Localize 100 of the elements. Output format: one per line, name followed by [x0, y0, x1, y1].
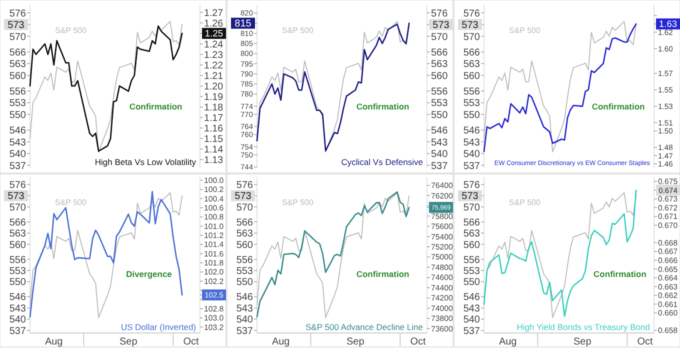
- y-tick-label: 570: [236, 202, 254, 214]
- y2-tick-label: 1.20: [204, 81, 224, 92]
- y-tick-label: 543: [9, 137, 26, 148]
- y2-tick-label: 573: [432, 20, 450, 32]
- y-tick-label: 550: [9, 277, 26, 288]
- y-tick-label: 537: [236, 326, 254, 337]
- y2-tick-label: 1.14: [204, 144, 224, 156]
- y-tick-label: 556: [9, 86, 26, 98]
- text: S&P 500: [509, 198, 541, 207]
- y-tick-label: 546: [463, 126, 480, 137]
- y2-tick-label: 1.24: [204, 39, 224, 50]
- y-tick-label: 550: [463, 277, 480, 288]
- y-tick-label: 543: [9, 303, 26, 314]
- series-label: High Beta Vs Low Volatility: [94, 157, 197, 167]
- y-tick-label: 563: [9, 228, 26, 240]
- y2-tick-label: 1.63: [658, 19, 678, 30]
- text: S&P 500: [282, 26, 314, 35]
- y-tick-label: 537: [463, 326, 480, 337]
- y2-tick-label: 560: [431, 70, 448, 82]
- y-tick-label: 563: [463, 228, 480, 240]
- x-tick-label: Oct: [410, 336, 426, 348]
- y-tick-label: 553: [9, 98, 26, 110]
- y-tick-label: 546: [236, 292, 254, 304]
- annotation: Confirmation: [594, 268, 646, 279]
- y-tick-label: 553: [9, 266, 26, 278]
- y-tick-label: 576: [463, 8, 480, 20]
- y-tick-label: 556: [236, 254, 254, 266]
- y-tick-label: 553: [236, 266, 254, 278]
- series-label: Cyclical Vs Defensive: [341, 157, 424, 167]
- text: S&P 500: [282, 198, 314, 207]
- annotation: Confirmation: [129, 101, 182, 112]
- y-tick-label: 560: [9, 240, 26, 251]
- y-tick-label: 563: [9, 59, 26, 70]
- y-tick-label: 576: [9, 8, 26, 20]
- y-tick-label: 540: [236, 314, 254, 326]
- y-tick-label: 566: [463, 47, 480, 58]
- y-tick-label: 556: [463, 254, 480, 266]
- y-tick-label: 540: [9, 149, 26, 160]
- y2-tick-label: 566: [431, 47, 448, 58]
- y-tick-label: 553: [463, 266, 480, 278]
- y-tick-label: 543: [236, 303, 254, 314]
- y-tick-label: 566: [9, 47, 26, 58]
- y2-tick-label: 1.22: [204, 60, 224, 72]
- y-tick-label: 570: [463, 32, 480, 43]
- y-tick-label: 540: [463, 314, 480, 326]
- text: S&P 500 Advance Decline Line: [305, 322, 424, 332]
- y2-tick-label: 563: [431, 59, 448, 70]
- annotation: Confirmation: [356, 101, 410, 112]
- annotation: Confirmation: [356, 268, 410, 279]
- y-tick-label: 543: [463, 303, 480, 314]
- y2-tick-label: 1.27: [204, 8, 224, 19]
- y-tick-label: 556: [463, 86, 480, 98]
- text: US Dollar (Inverted): [120, 322, 196, 332]
- y-tick-label: 566: [463, 217, 480, 228]
- y2-tick-label: 540: [431, 149, 448, 160]
- y2-tick-label: 1.25: [204, 28, 224, 39]
- annotation: Confirmation: [592, 101, 645, 112]
- x-tick-label: Sep: [574, 336, 592, 348]
- y2-tick-label: 1.17: [204, 112, 224, 124]
- y-tick-label: 576: [9, 180, 26, 191]
- y-tick-label: 573: [462, 191, 479, 202]
- y-tick-label: 540: [9, 314, 26, 326]
- x-tick-label: Oct: [183, 336, 200, 348]
- y-tick-label: 556: [9, 254, 26, 266]
- y-tick-label: 563: [236, 228, 254, 240]
- y-tick-label: 540: [463, 149, 480, 160]
- y-tick-label: 553: [463, 98, 480, 110]
- y-tick-label: 573: [8, 191, 25, 202]
- y-tick-label: 537: [9, 326, 26, 337]
- y2-tick-label: 1.26: [204, 18, 224, 30]
- y2-tick-label: 553: [431, 98, 448, 110]
- y2-tick-label: 570: [431, 32, 448, 43]
- y-tick-label: 546: [463, 292, 480, 304]
- text: S&P 500: [55, 198, 87, 207]
- y-tick-label: 550: [9, 110, 26, 121]
- y-tick-label: 537: [463, 160, 480, 172]
- y-tick-label: 573: [8, 20, 25, 32]
- y-tick-label: 570: [9, 32, 26, 43]
- y2-tick-label: 1.21: [204, 70, 224, 82]
- y2-tick-label: 1.23: [204, 50, 224, 61]
- y-tick-label: 560: [9, 70, 26, 82]
- y-tick-label: 543: [463, 137, 480, 148]
- y-tick-label: 573: [462, 20, 479, 32]
- y2-tick-label: 1.16: [204, 123, 224, 134]
- y2-tick-label: 550: [431, 110, 448, 121]
- y-tick-label: 570: [463, 202, 480, 214]
- x-tick-label: Sep: [346, 336, 365, 348]
- y2-tick-label: 543: [431, 137, 448, 148]
- y2-tick-label: 1.18: [204, 102, 224, 114]
- x-tick-label: Sep: [120, 336, 138, 348]
- y-tick-label: 570: [9, 202, 26, 214]
- y-tick-label: 566: [9, 217, 26, 228]
- x-tick-label: Oct: [637, 336, 654, 348]
- y-tick-label: 815: [234, 18, 252, 30]
- y-tick-label: 550: [463, 110, 480, 121]
- y-tick-label: 560: [463, 240, 480, 251]
- y-tick-label: 560: [463, 70, 480, 82]
- y-tick-label: 546: [9, 292, 26, 304]
- x-tick-label: Aug: [272, 336, 290, 348]
- y2-tick-label: 1.19: [204, 92, 224, 103]
